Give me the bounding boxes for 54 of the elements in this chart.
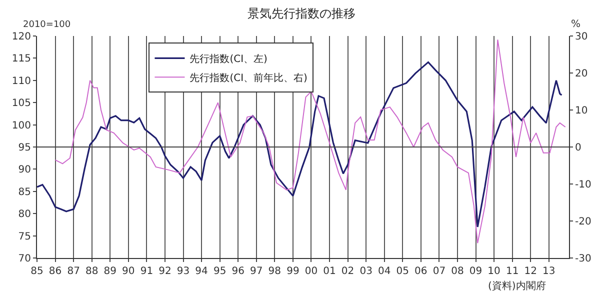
y-tick-label: 100 xyxy=(12,120,31,132)
x-tick-label: 01 xyxy=(323,266,336,277)
x-tick-label: 00 xyxy=(304,266,318,277)
y-tick-label: 95 xyxy=(18,142,31,154)
y-tick-label: 85 xyxy=(18,186,31,198)
x-tick-label: 02 xyxy=(341,266,354,277)
x-tick-label: 12 xyxy=(524,266,537,277)
x-tick-label: 03 xyxy=(360,266,372,277)
y-tick-label: 75 xyxy=(18,231,31,242)
y2-tick-label: 10 xyxy=(575,106,588,116)
x-tick-label: 88 xyxy=(85,266,98,277)
text: (資料)内閣府 xyxy=(488,280,546,292)
x-tick-label: 87 xyxy=(67,266,80,277)
x-tick-label: 98 xyxy=(268,266,282,277)
y-tick-label: 80 xyxy=(18,209,31,220)
y2-tick-label: 30 xyxy=(575,32,588,42)
y2-tick-label: 0 xyxy=(575,142,582,154)
x-tick-label: 07 xyxy=(432,266,446,277)
y-tick-label: 105 xyxy=(12,98,31,110)
y-tick-label: 70 xyxy=(18,254,31,264)
x-tick-label: 05 xyxy=(396,266,410,277)
x-tick-label: 10 xyxy=(488,266,500,277)
x-tick-label: 04 xyxy=(378,266,391,277)
x-tick-label: 89 xyxy=(104,266,116,277)
x-tick-label: 94 xyxy=(195,266,208,277)
x-tick-label: 11 xyxy=(506,266,519,277)
y2-tick-label: -10 xyxy=(575,180,592,190)
legend-label: 先行指数(CI、左) xyxy=(190,53,268,66)
y-tick-label: 115 xyxy=(12,54,31,65)
x-tick-label: 95 xyxy=(213,266,226,277)
y2-axis-title: % xyxy=(571,19,581,30)
x-tick-label: 13 xyxy=(542,266,556,277)
legend-label: 先行指数(CI、前年比、右) xyxy=(190,72,308,84)
y2-tick-label: -30 xyxy=(575,254,592,264)
x-tick-label: 96 xyxy=(232,266,244,277)
x-tick-label: 92 xyxy=(158,266,172,277)
x-tick-label: 85 xyxy=(30,266,44,277)
y2-tick-label: 20 xyxy=(575,68,588,80)
y-tick-label: 90 xyxy=(18,164,31,176)
y-axis-title: 2010=100 xyxy=(23,20,71,30)
y2-tick-label: -20 xyxy=(575,216,592,228)
x-tick-label: 91 xyxy=(140,266,154,277)
line-series xyxy=(54,39,566,244)
x-tick-label: 90 xyxy=(122,266,135,277)
x-tick-label: 97 xyxy=(250,266,263,277)
chart-title: 景気先行指数の推移 xyxy=(248,6,356,21)
x-tick-label: 06 xyxy=(414,266,428,277)
x-tick-label: 93 xyxy=(176,266,190,277)
y-tick-label: 120 xyxy=(12,32,31,42)
x-tick-label: 86 xyxy=(48,266,62,277)
y-tick-label: 110 xyxy=(12,76,31,87)
x-tick-label: 09 xyxy=(469,266,482,277)
x-tick-label: 99 xyxy=(286,266,300,277)
x-tick-label: 08 xyxy=(451,266,464,277)
